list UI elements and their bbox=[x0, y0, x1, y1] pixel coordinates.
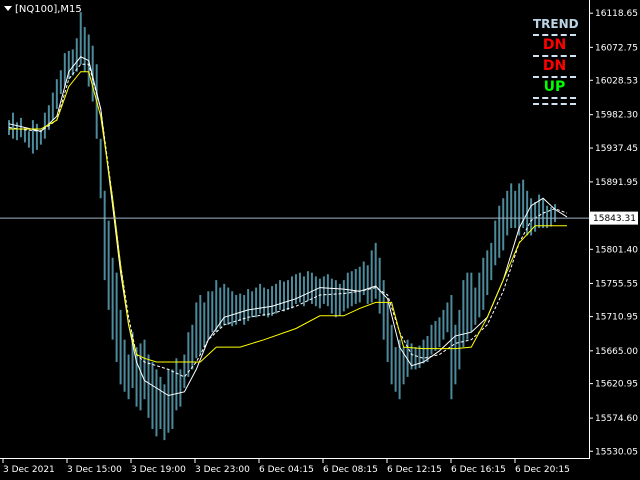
trend-title: TREND bbox=[533, 17, 579, 36]
y-tick-label: 15891.95 bbox=[595, 178, 638, 188]
x-tick-label: 6 Dec 16:15 bbox=[451, 465, 506, 475]
x-tick-label: 6 Dec 08:15 bbox=[323, 465, 378, 475]
symbol-text: [NQ100],M15 bbox=[15, 4, 82, 15]
x-axis-ticks: 3 Dec 2021 3 Dec 15:00 3 Dec 19:00 3 Dec 23… bbox=[2, 458, 570, 475]
slow-line bbox=[9, 71, 567, 363]
trend-panel: TREND DN DN UP bbox=[533, 17, 579, 105]
current-price-box bbox=[590, 211, 638, 225]
current-price-label: 15843.31 bbox=[590, 211, 638, 225]
trend-signal-3: UP bbox=[533, 80, 576, 99]
y-tick-label: 15574.60 bbox=[595, 414, 638, 424]
x-tick-label: 6 Dec 04:15 bbox=[259, 465, 314, 475]
x-tick-label: 3 Dec 19:00 bbox=[131, 465, 186, 475]
trend-signal-2: DN bbox=[533, 59, 576, 78]
axes bbox=[0, 0, 590, 459]
dropdown-triangle-icon bbox=[4, 6, 12, 11]
y-tick-label: 16118.65 bbox=[595, 9, 638, 19]
y-axis-ticks: 16118.65 16072.75 16028.53 15982.30 15937.45… bbox=[589, 9, 638, 457]
x-tick-label: 3 Dec 2021 bbox=[3, 465, 55, 475]
y-tick-label: 15937.45 bbox=[595, 144, 638, 154]
y-tick-label: 15710.95 bbox=[595, 313, 638, 323]
y-tick-label: 15755.55 bbox=[595, 279, 638, 289]
y-tick-label: 15665.00 bbox=[595, 347, 638, 357]
y-tick-label: 15982.30 bbox=[595, 111, 638, 121]
y-tick-label: 15620.95 bbox=[595, 380, 638, 390]
y-tick-label: 16028.53 bbox=[595, 76, 638, 86]
x-tick-label: 6 Dec 20:15 bbox=[515, 465, 570, 475]
trend-signal-1: DN bbox=[533, 38, 576, 57]
y-tick-label: 15801.40 bbox=[595, 245, 638, 255]
x-tick-label: 3 Dec 23:00 bbox=[195, 465, 250, 475]
current-price-text: 15843.31 bbox=[593, 214, 636, 224]
x-tick-label: 3 Dec 15:00 bbox=[67, 465, 122, 475]
symbol-timeframe-label[interactable]: [NQ100],M15 bbox=[4, 4, 82, 15]
indicator-lines bbox=[8, 56, 568, 397]
trend-separator bbox=[533, 101, 576, 105]
y-tick-label: 15530.05 bbox=[595, 447, 638, 457]
x-tick-label: 6 Dec 12:15 bbox=[387, 465, 442, 475]
y-tick-label: 16072.75 bbox=[595, 43, 638, 53]
